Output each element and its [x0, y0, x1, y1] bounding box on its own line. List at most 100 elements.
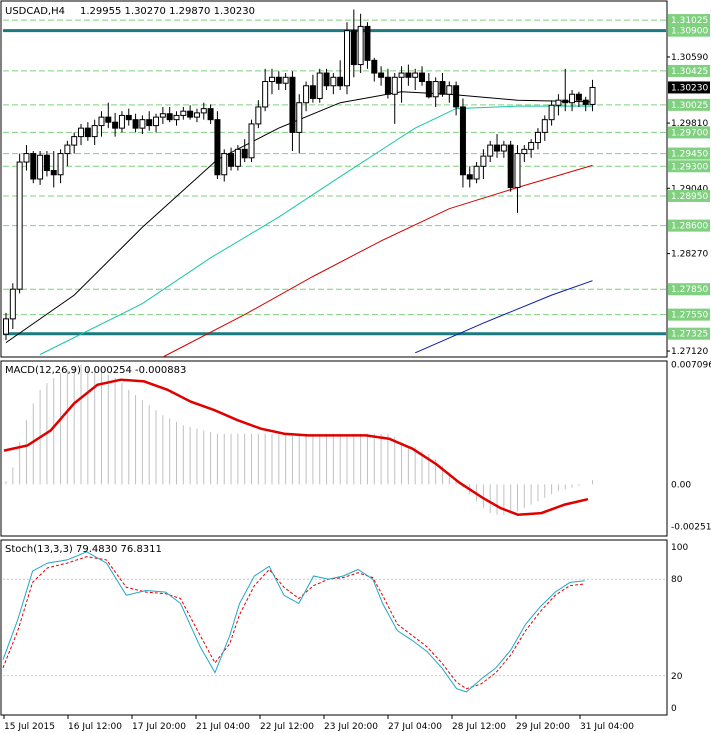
candle-body — [446, 85, 453, 95]
candle-body — [200, 108, 207, 114]
candle-body — [357, 25, 364, 66]
level-label-box — [668, 189, 710, 202]
candle-body — [494, 144, 501, 152]
candle-body — [268, 76, 275, 83]
macd-tick-label: -0.00251 — [671, 523, 711, 533]
candle-body — [569, 93, 576, 104]
candle-body — [3, 318, 9, 335]
level-label-box — [668, 24, 710, 37]
candle-body — [514, 153, 521, 188]
candle-body — [575, 93, 582, 101]
stoch-tick-label: 20 — [671, 672, 683, 682]
macd-axis: 0.007096 0.00 -0.00251 — [671, 361, 711, 533]
candle-body — [57, 153, 64, 176]
time-label: 29 Jul 20:00 — [516, 722, 570, 732]
candle-body — [384, 76, 391, 95]
candle-body — [214, 119, 221, 176]
macd-signal-line — [3, 378, 589, 516]
level-label-box — [668, 160, 710, 173]
candle-body — [555, 99, 562, 106]
candle-body — [337, 76, 344, 87]
candle-body — [30, 153, 37, 180]
candle-body — [78, 127, 85, 138]
current-price-label: 1.30230 — [671, 83, 708, 93]
price-tick-label: 1.29040 — [671, 184, 708, 194]
candle-body — [500, 144, 507, 152]
candle-body — [64, 144, 71, 155]
candle-body — [228, 153, 235, 167]
level-label: 1.28600 — [671, 222, 708, 232]
candle-body — [378, 72, 385, 78]
candle-body — [528, 142, 535, 150]
time-label: 17 Jul 20:00 — [132, 722, 186, 732]
candle-body — [125, 114, 132, 121]
time-axis: 15 Jul 2015 16 Jul 12:00 17 Jul 20:00 21 Ju… — [3, 715, 634, 732]
candle-body — [241, 148, 248, 159]
time-label: 31 Jul 04:00 — [580, 722, 634, 732]
price-tick-label: 1.27120 — [671, 347, 708, 357]
candle-body — [166, 113, 173, 121]
stoch-title: Stoch(13,3,3) 79.4830 76.8311 — [5, 544, 162, 555]
candle-body — [330, 76, 337, 87]
level-label: 1.29300 — [671, 162, 708, 172]
candle-body — [432, 81, 439, 98]
candle-body — [159, 113, 166, 118]
candle-body — [419, 72, 426, 83]
candle-body — [91, 125, 98, 138]
candle-body — [534, 131, 541, 144]
candle-body — [282, 76, 289, 84]
level-label: 1.27325 — [671, 330, 708, 340]
candle-body — [323, 72, 330, 87]
candle-body — [23, 153, 30, 163]
candle-body — [548, 104, 555, 121]
moving-average-line — [415, 280, 593, 354]
level-label-box — [668, 126, 710, 139]
time-label: 15 Jul 2015 — [4, 722, 55, 732]
level-label: 1.31025 — [671, 16, 708, 26]
candle-body — [43, 154, 50, 172]
candlestick-series[interactable] — [3, 9, 596, 341]
time-label: 22 Jul 12:00 — [260, 722, 314, 732]
candle-body — [344, 30, 350, 87]
time-label: 28 Jul 12:00 — [452, 722, 506, 732]
price-panel-frame — [0, 0, 668, 358]
macd-panel-frame — [0, 360, 668, 537]
level-label: 1.29450 — [671, 150, 708, 160]
ohlc-header: 1.29955 1.30270 1.29870 1.30230 — [80, 6, 255, 17]
level-label-box — [668, 98, 710, 111]
candle-body — [391, 76, 398, 95]
symbol-label: USDCAD,H4 — [5, 6, 65, 17]
level-label-box — [668, 327, 710, 340]
level-label-box — [668, 283, 710, 296]
candle-body — [112, 121, 119, 129]
macd-title: MACD(12,26,9) 0.000254 -0.000883 — [5, 365, 186, 376]
candle-body — [466, 174, 473, 180]
candle-body — [84, 127, 91, 138]
moving-average-line — [5, 91, 593, 344]
candle-body — [16, 161, 23, 290]
level-label: 1.27850 — [671, 285, 708, 295]
candle-body — [105, 116, 112, 123]
candle-body — [316, 72, 323, 99]
candle-body — [473, 165, 480, 180]
price-tick-label: 1.28270 — [671, 250, 708, 260]
candle-body — [139, 119, 146, 129]
candle-body — [207, 108, 214, 121]
level-label: 1.29700 — [671, 128, 708, 138]
candle-body — [350, 30, 357, 66]
macd-histogram — [5, 364, 594, 515]
candle-body — [480, 155, 487, 167]
stoch-d-line — [2, 556, 585, 690]
candle-body — [234, 148, 241, 167]
price-axis: 1.30590 1.29810 1.29040 1.28270 1.27120 1.310… — [667, 14, 710, 357]
level-label-box — [668, 147, 710, 160]
stoch-tick-label: 100 — [671, 543, 688, 553]
level-label: 1.27550 — [671, 311, 708, 321]
candle-body — [37, 154, 44, 180]
candle-body — [371, 59, 378, 74]
candle-body — [412, 72, 419, 78]
candle-body — [255, 106, 262, 125]
level-label-box — [668, 219, 710, 232]
candle-body — [589, 86, 596, 105]
